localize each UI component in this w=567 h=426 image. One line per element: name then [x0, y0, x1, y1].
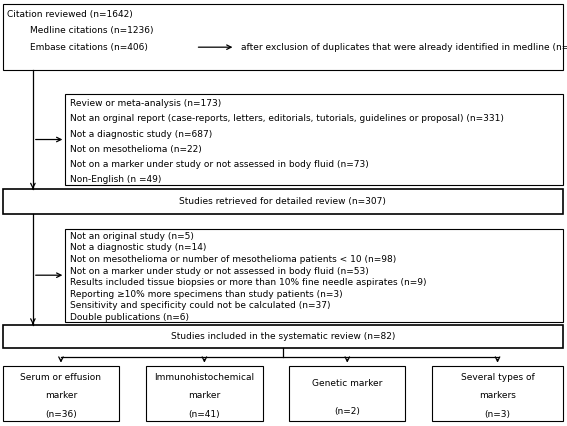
FancyBboxPatch shape [3, 189, 563, 214]
Text: Not an original study (n=5): Not an original study (n=5) [70, 232, 193, 241]
Text: (n=36): (n=36) [45, 410, 77, 419]
Text: Not an orginal report (case-reports, letters, editorials, tutorials, guidelines : Not an orginal report (case-reports, let… [70, 115, 503, 124]
FancyBboxPatch shape [432, 366, 563, 421]
Text: Not a diagnostic study (n=14): Not a diagnostic study (n=14) [70, 243, 206, 253]
FancyBboxPatch shape [3, 325, 563, 348]
Text: Reporting ≥10% more specimens than study patients (n=3): Reporting ≥10% more specimens than study… [70, 290, 342, 299]
Text: Not on a marker under study or not assessed in body fluid (n=53): Not on a marker under study or not asses… [70, 267, 369, 276]
FancyBboxPatch shape [65, 229, 563, 322]
Text: Several types of: Several types of [460, 373, 535, 382]
Text: Genetic marker: Genetic marker [312, 379, 383, 388]
Text: after exclusion of duplicates that were already identified in medline (n=630): after exclusion of duplicates that were … [241, 43, 567, 52]
Text: Medline citations (n=1236): Medline citations (n=1236) [7, 26, 154, 35]
Text: marker: marker [45, 391, 77, 400]
FancyBboxPatch shape [65, 94, 563, 185]
Text: Review or meta-analysis (n=173): Review or meta-analysis (n=173) [70, 99, 221, 108]
Text: Serum or effusion: Serum or effusion [20, 373, 101, 382]
Text: marker: marker [188, 391, 221, 400]
Text: markers: markers [479, 391, 516, 400]
Text: Citation reviewed (n=1642): Citation reviewed (n=1642) [7, 10, 133, 19]
Text: Not on mesothelioma or number of mesothelioma patients < 10 (n=98): Not on mesothelioma or number of mesothe… [70, 255, 396, 264]
Text: (n=2): (n=2) [335, 407, 360, 416]
FancyBboxPatch shape [3, 4, 563, 70]
FancyBboxPatch shape [289, 366, 405, 421]
Text: (n=41): (n=41) [189, 410, 220, 419]
Text: Double publications (n=6): Double publications (n=6) [70, 313, 189, 322]
Text: Not on a marker under study or not assessed in body fluid (n=73): Not on a marker under study or not asses… [70, 160, 369, 169]
Text: Not on mesothelioma (n=22): Not on mesothelioma (n=22) [70, 145, 201, 154]
Text: (n=3): (n=3) [485, 410, 510, 419]
Text: Immunohistochemical: Immunohistochemical [154, 373, 255, 382]
Text: Studies included in the systematic review (n=82): Studies included in the systematic revie… [171, 332, 395, 341]
Text: Sensitivity and specificity could not be calculated (n=37): Sensitivity and specificity could not be… [70, 302, 330, 311]
FancyBboxPatch shape [3, 366, 119, 421]
Text: Non-English (n =49): Non-English (n =49) [70, 176, 161, 184]
Text: Not a diagnostic study (n=687): Not a diagnostic study (n=687) [70, 130, 212, 139]
Text: Studies retrieved for detailed review (n=307): Studies retrieved for detailed review (n… [180, 197, 386, 206]
FancyBboxPatch shape [146, 366, 263, 421]
Text: Embase citations (n=406): Embase citations (n=406) [7, 43, 148, 52]
Text: Results included tissue biopsies or more than 10% fine needle aspirates (n=9): Results included tissue biopsies or more… [70, 278, 426, 287]
